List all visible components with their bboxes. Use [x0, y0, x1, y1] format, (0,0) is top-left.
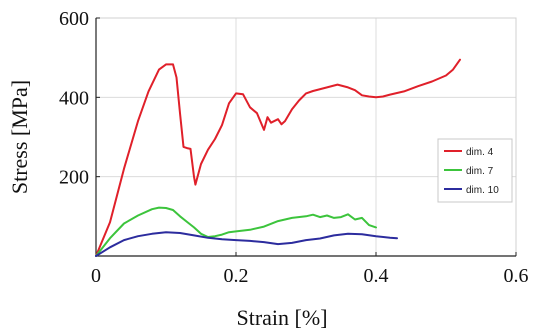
plot-area: [96, 18, 516, 256]
x-tick-label: 0.6: [504, 265, 529, 287]
y-tick-label: 200: [59, 167, 89, 189]
series-line-3: [95, 231, 398, 257]
x-tick-label: 0.2: [224, 265, 249, 287]
legend: dim. 4 dim. 7 dim. 10: [437, 138, 513, 203]
legend-label-3: dim. 10: [466, 185, 499, 196]
axis-layer: 0 0.2 0.4 0.6 200 400 600: [59, 8, 529, 287]
y-tick-label: 600: [59, 8, 89, 30]
x-tick-label: 0.4: [364, 265, 389, 287]
grid-layer: [96, 18, 516, 256]
legend-label-2: dim. 7: [466, 166, 494, 177]
series-layer: [95, 58, 461, 257]
series-line-2: [95, 206, 377, 257]
series-line-1: [95, 58, 461, 257]
legend-label-1: dim. 4: [466, 147, 494, 158]
x-tick-label: 0: [91, 265, 101, 287]
y-tick-label: 400: [59, 87, 89, 109]
x-axis-label: Strain [%]: [236, 305, 327, 330]
y-axis-label: Stress [MPa]: [7, 80, 32, 194]
